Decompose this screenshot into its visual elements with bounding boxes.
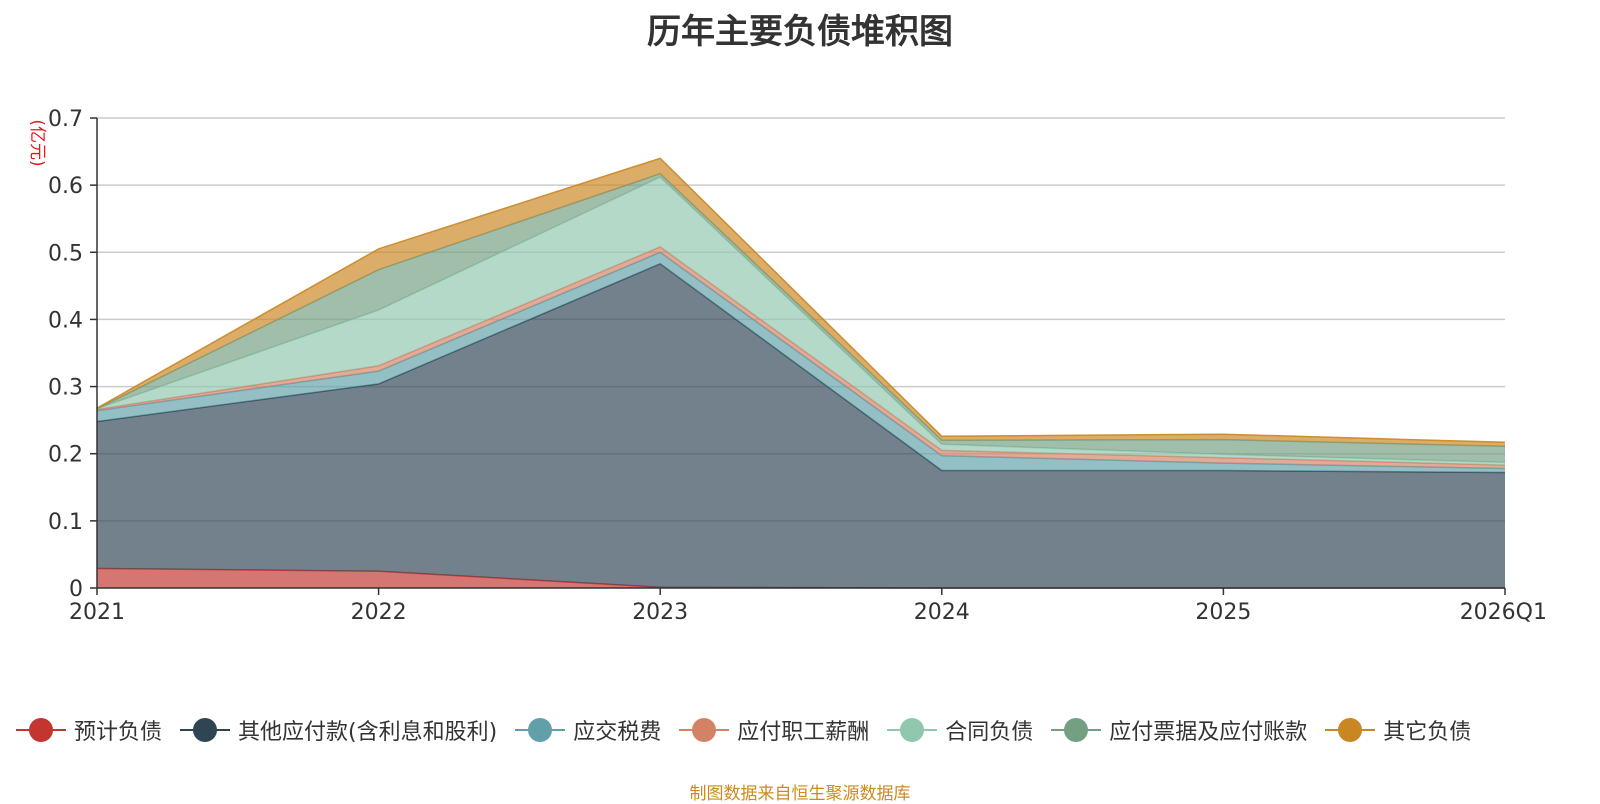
legend-marker-icon — [515, 717, 566, 743]
area-series-1 — [97, 263, 1505, 588]
axes — [90, 117, 1506, 595]
legend-item-1[interactable]: 其他应付款(含利息和股利) — [180, 714, 497, 746]
legend-item-3[interactable]: 应付职工薪酬 — [679, 714, 869, 746]
legend-marker-icon — [16, 717, 66, 743]
legend-label: 应付职工薪酬 — [737, 720, 870, 745]
legend-item-4[interactable]: 合同负债 — [887, 714, 1033, 746]
x-tick-label: 2025 — [1195, 600, 1251, 625]
area-line-series-4 — [96, 176, 1506, 464]
source-note: 制图数据来自恒生聚源数据库 — [689, 784, 911, 804]
legend-marker-icon — [1325, 717, 1376, 743]
area-series-6 — [97, 158, 1505, 447]
legend-item-6[interactable]: 其它负债 — [1325, 714, 1471, 746]
y-tick-label: 0.5 — [48, 241, 83, 266]
y-axis-label: (亿元) — [27, 119, 47, 166]
x-tick-label: 2026Q1 — [1460, 600, 1547, 625]
legend-item-2[interactable]: 应交税费 — [515, 714, 661, 746]
area-series-0 — [97, 568, 1505, 588]
legend: 预计负债 其他应付款(含利息和股利) 应交税费 应付职工薪酬 合同负债 应付票据及应付账款… — [16, 714, 1471, 746]
x-tick-label: 2023 — [632, 600, 688, 625]
area-series-2 — [97, 252, 1505, 473]
x-tick-label: 2021 — [69, 600, 125, 625]
legend-label: 应交税费 — [573, 720, 662, 745]
area-line-series-6 — [96, 157, 1506, 444]
legend-label: 预计负债 — [74, 720, 163, 745]
legend-item-0[interactable]: 预计负债 — [16, 714, 162, 746]
legend-label: 其他应付款(含利息和股利) — [238, 720, 498, 745]
stacked-areas — [96, 157, 1506, 589]
legend-marker-icon — [1051, 717, 1102, 743]
legend-label: 应付票据及应付账款 — [1109, 720, 1308, 745]
x-tick-label: 2024 — [914, 600, 970, 625]
legend-item-5[interactable]: 应付票据及应付账款 — [1051, 714, 1307, 746]
y-tick-label: 0.3 — [48, 376, 83, 401]
chart-title: 历年主要负债堆积图 — [647, 12, 953, 52]
area-series-4 — [97, 177, 1505, 466]
y-tick-label: 0.2 — [48, 443, 83, 468]
y-tick-label: 0.4 — [48, 308, 83, 333]
legend-marker-icon — [887, 717, 938, 743]
legend-marker-icon — [679, 717, 730, 743]
tick-labels: 0 0.1 0.2 0.3 0.4 0.5 0.6 0.7 2021 2022 2023 2024 20… — [48, 107, 1547, 625]
y-tick-label: 0.6 — [48, 174, 83, 199]
y-tick-label: 0.7 — [48, 107, 83, 132]
legend-marker-icon — [180, 717, 231, 743]
y-tick-label: 0.1 — [48, 510, 83, 535]
y-tick-label: 0 — [69, 577, 83, 602]
legend-label: 合同负债 — [945, 720, 1034, 745]
x-tick-label: 2022 — [351, 600, 407, 625]
legend-label: 其它负债 — [1383, 720, 1472, 745]
